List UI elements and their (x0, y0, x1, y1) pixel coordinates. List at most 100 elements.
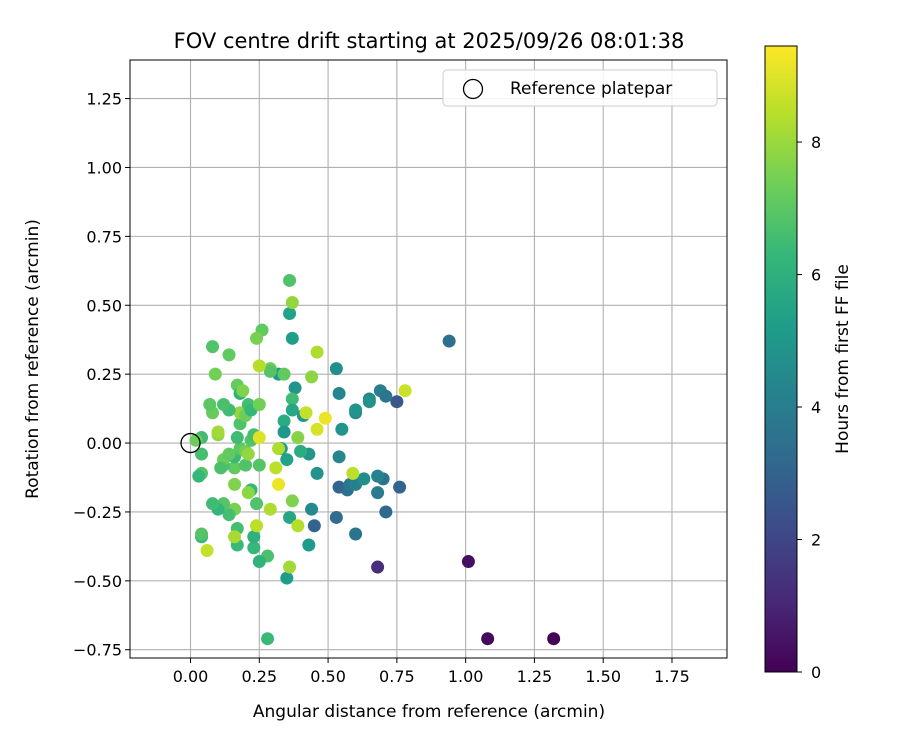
data-point (481, 632, 495, 646)
legend-box (442, 69, 718, 107)
data-point (217, 397, 231, 411)
y-tick-label: 1.25 (86, 90, 122, 109)
data-point (252, 431, 266, 445)
colorbar-tick-label: 8 (811, 133, 821, 152)
data-point (335, 422, 349, 436)
data-points (180, 273, 561, 646)
data-point (305, 502, 319, 516)
data-point (283, 510, 297, 524)
data-point (228, 461, 242, 475)
data-point (263, 364, 277, 378)
y-axis-ticks: −0.75 −0.50 −0.25 0.00 0.25 0.50 0.75 1.00 1.25 (73, 90, 130, 660)
data-point (250, 519, 264, 533)
data-point (206, 340, 220, 354)
y-tick-label: 0.50 (86, 296, 122, 315)
data-point (247, 530, 261, 544)
colorbar-tick-label: 0 (811, 663, 821, 682)
data-point (285, 296, 299, 310)
data-point (263, 502, 277, 516)
data-point (252, 458, 266, 472)
colorbar-ticks: 0 2 4 6 8 (797, 133, 821, 682)
plot-frame (129, 59, 728, 659)
colorbar (764, 45, 798, 673)
data-point (236, 384, 250, 398)
data-point (285, 494, 299, 508)
data-point (371, 560, 385, 574)
x-tick-label: 0.75 (379, 667, 415, 686)
data-point (252, 359, 266, 373)
data-point (332, 450, 346, 464)
data-point (241, 447, 255, 461)
data-point (291, 519, 305, 533)
data-point (283, 307, 297, 321)
data-point (442, 334, 456, 348)
data-point (362, 395, 376, 409)
data-point (272, 442, 286, 456)
data-point (277, 414, 291, 428)
data-point (329, 510, 343, 524)
x-tick-label: 1.00 (448, 667, 484, 686)
data-point (299, 406, 313, 420)
x-tick-label: 1.25 (517, 667, 553, 686)
y-tick-label: 1.00 (86, 158, 122, 177)
data-point (329, 362, 343, 376)
x-tick-label: 0.50 (310, 667, 346, 686)
data-point (305, 370, 319, 384)
x-axis-ticks: 0.00 0.25 0.50 0.75 1.00 1.25 1.50 1.75 (173, 658, 690, 686)
data-point (310, 345, 324, 359)
data-point (291, 431, 305, 445)
x-tick-label: 1.50 (585, 667, 621, 686)
colorbar-tick-label: 4 (811, 398, 821, 417)
data-point (294, 444, 308, 458)
data-point (332, 386, 346, 400)
data-point (214, 461, 228, 475)
data-point (357, 472, 371, 486)
data-point (310, 422, 324, 436)
data-point (461, 555, 475, 569)
chart-title: FOV centre drift starting at 2025/09/26 … (174, 29, 685, 53)
data-point (239, 458, 253, 472)
data-point (277, 425, 291, 439)
y-tick-label: −0.75 (73, 641, 122, 660)
colorbar-tick-label: 6 (811, 266, 821, 285)
data-point (280, 453, 294, 467)
data-point (200, 544, 214, 558)
data-point (318, 411, 332, 425)
grid (130, 60, 727, 658)
data-point (283, 560, 297, 574)
data-point (398, 384, 412, 398)
data-point (390, 395, 404, 409)
data-point (247, 541, 261, 555)
legend-label-reference: Reference platepar (510, 79, 672, 99)
data-point (252, 397, 266, 411)
legend-marker-reference (462, 78, 484, 100)
data-point (252, 555, 266, 569)
data-point (285, 392, 299, 406)
y-tick-label: −0.50 (73, 572, 122, 591)
x-tick-label: 0.00 (173, 667, 209, 686)
data-point (230, 431, 244, 445)
data-point (379, 389, 393, 403)
data-point (195, 527, 209, 541)
colorbar-label: Hours from first FF file (833, 264, 853, 454)
y-tick-label: −0.25 (73, 503, 122, 522)
data-point (189, 433, 203, 447)
data-point (250, 331, 264, 345)
data-point (222, 508, 236, 522)
data-point (346, 466, 360, 480)
data-point (203, 397, 217, 411)
data-point (307, 519, 321, 533)
x-tick-label: 1.75 (654, 667, 690, 686)
data-point (393, 480, 407, 494)
data-point (272, 477, 286, 491)
data-point (283, 273, 297, 287)
data-point (547, 632, 561, 646)
data-point (285, 331, 299, 345)
data-point (195, 447, 209, 461)
colorbar-tick-label: 2 (811, 531, 821, 550)
data-point (285, 403, 299, 417)
data-point (250, 497, 264, 511)
data-point (349, 527, 363, 541)
